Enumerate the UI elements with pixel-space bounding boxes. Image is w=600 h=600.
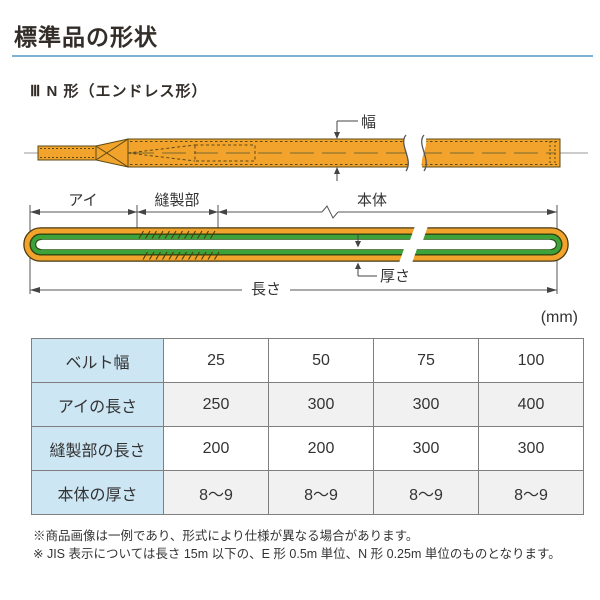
length-label: 長さ — [251, 281, 281, 298]
row-header: アイの長さ — [31, 382, 164, 427]
sewn-hatching — [138, 230, 220, 260]
footnote-line: ※商品画像は一例であり、形式により仕様が異なる場合があります。 — [33, 529, 419, 543]
spec-table: ベルト幅 25 50 75 100 アイの長さ 250 300 300 400 … — [31, 338, 584, 515]
row-header: 縫製部の長さ — [31, 426, 164, 471]
title-underline-rule — [12, 55, 593, 57]
arrowhead — [209, 209, 218, 215]
sewn-section-label: 縫製部 — [154, 192, 199, 209]
footnote-line: ※ JIS 表示については長さ 15m 以下の、E 形 0.5m 単位、N 形 … — [33, 547, 561, 561]
table-cell: 8～9 — [163, 470, 269, 515]
arrowhead — [547, 209, 557, 215]
table-cell: 200 — [163, 426, 269, 471]
thickness-arrow-down — [355, 241, 361, 248]
table-row: 本体の厚さ 8～9 8～9 8～9 8～9 — [31, 470, 584, 515]
eye-label: アイ — [68, 192, 97, 209]
body-label: 本体 — [357, 192, 387, 209]
table-cell: 300 — [478, 426, 584, 471]
thickness-label: 厚さ — [380, 268, 410, 285]
loop-green-band — [30, 234, 562, 255]
hidden-edge — [127, 144, 196, 154]
row-header: ベルト幅 — [31, 338, 164, 383]
taper-cross-line — [95, 145, 129, 168]
thickness-arrow-up — [355, 262, 361, 269]
hidden-end-outline — [194, 144, 256, 162]
table-cell: 400 — [478, 382, 584, 427]
arrowhead — [218, 209, 227, 215]
row-header: 本体の厚さ — [31, 470, 164, 515]
table-cell: 300 — [373, 382, 479, 427]
arrowhead — [30, 209, 40, 215]
taper-cross-line — [95, 138, 129, 161]
page-title: 標準品の形状 — [14, 24, 158, 50]
table-cell: 8～9 — [268, 470, 374, 515]
width-arrow-up — [334, 167, 340, 174]
strap-break — [409, 226, 428, 243]
loop-core — [37, 239, 555, 250]
table-row: ベルト幅 25 50 75 100 — [31, 338, 584, 383]
table-row: 縫製部の長さ 200 200 300 300 — [31, 426, 584, 471]
break-edge — [403, 134, 409, 172]
break-edge — [421, 134, 427, 172]
belt-top-view-diagram: 幅 — [24, 114, 588, 181]
table-cell: 75 — [373, 338, 479, 383]
dimension-break — [321, 205, 339, 219]
table-cell: 50 — [268, 338, 374, 383]
sling-side-view-diagram: アイ 縫製部 本体 厚さ — [23, 192, 569, 298]
table-cell: 300 — [268, 382, 374, 427]
break-symbol — [403, 135, 427, 171]
table-cell: 8～9 — [478, 470, 584, 515]
width-arrow-down — [334, 132, 340, 139]
strap-break — [399, 246, 418, 263]
unit-label: (mm) — [540, 309, 578, 326]
table-cell: 300 — [373, 426, 479, 471]
table-cell: 25 — [163, 338, 269, 383]
table-cell: 250 — [163, 382, 269, 427]
hidden-edge — [127, 152, 196, 162]
footnotes: ※商品画像は一例であり、形式により仕様が異なる場合があります。 ※ JIS 表示… — [33, 527, 561, 563]
table-row: アイの長さ 250 300 300 400 — [31, 382, 584, 427]
label-mask — [242, 279, 290, 298]
loop-orange-band — [24, 228, 568, 261]
taper — [95, 138, 129, 168]
arrowhead — [137, 209, 146, 215]
width-label: 幅 — [361, 114, 376, 131]
table-cell: 8～9 — [373, 470, 479, 515]
table-cell: 100 — [478, 338, 584, 383]
arrowhead — [128, 209, 137, 215]
table-cell: 200 — [268, 426, 374, 471]
arrowhead — [30, 287, 40, 293]
eye-strip — [37, 145, 97, 161]
arrowhead — [547, 287, 557, 293]
section-subtitle: Ⅲ N 形（エンドレス形） — [30, 83, 208, 100]
